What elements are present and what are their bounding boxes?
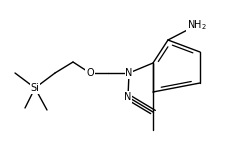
Text: N: N (124, 92, 132, 102)
Text: N: N (125, 68, 133, 78)
Text: NH$_2$: NH$_2$ (187, 18, 207, 32)
Text: O: O (86, 68, 94, 78)
Text: Si: Si (30, 83, 40, 93)
